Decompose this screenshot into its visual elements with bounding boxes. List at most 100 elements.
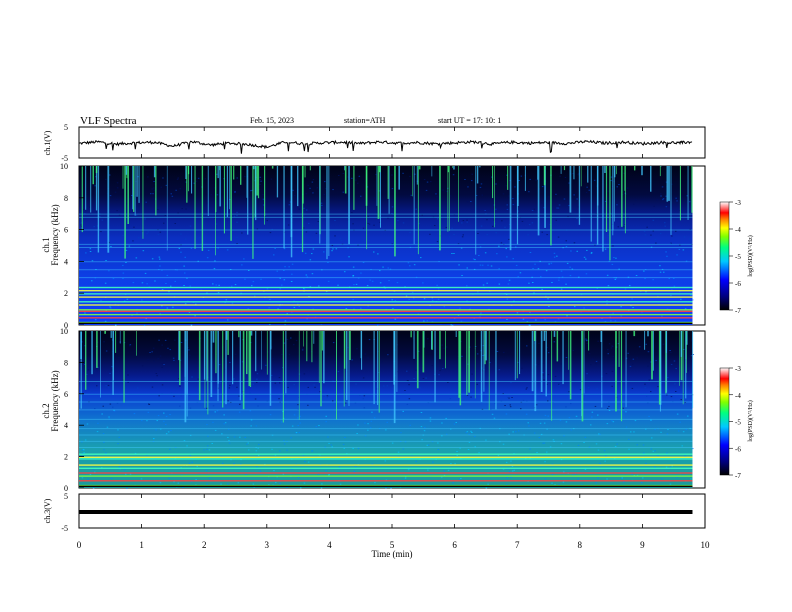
speckle xyxy=(402,479,405,481)
speckle xyxy=(236,211,238,213)
speckle xyxy=(685,428,687,430)
speckle xyxy=(624,288,627,290)
sferic-streak xyxy=(215,166,217,213)
speckle xyxy=(313,384,315,386)
speckle xyxy=(404,441,407,443)
frequency-band xyxy=(79,243,693,245)
speckle xyxy=(385,429,387,431)
sferic-streak xyxy=(222,331,224,408)
speckle xyxy=(288,353,291,355)
spec2-ytick-label: 6 xyxy=(64,390,68,399)
start-time-label: start UT = 17: 10: 1 xyxy=(438,116,501,125)
frequency-band xyxy=(79,313,693,316)
speckle xyxy=(180,342,183,343)
speckle xyxy=(229,384,231,386)
speckle xyxy=(479,316,481,318)
sferic-streak xyxy=(201,166,204,251)
speckle xyxy=(251,189,253,191)
speckle xyxy=(413,264,416,266)
speckle xyxy=(154,280,156,282)
speckle xyxy=(675,368,677,370)
speckle xyxy=(141,299,143,301)
speckle xyxy=(685,260,688,262)
speckle xyxy=(638,346,641,348)
speckle xyxy=(111,366,113,368)
frequency-band xyxy=(79,428,693,430)
speckle xyxy=(532,282,534,283)
frequency-band xyxy=(79,216,693,218)
speckle xyxy=(227,483,229,485)
sferic-streak xyxy=(660,166,662,167)
speckle xyxy=(206,400,208,402)
speckle xyxy=(163,412,165,414)
speckle xyxy=(590,252,593,254)
speckle xyxy=(421,214,423,216)
speckle xyxy=(459,478,461,480)
frequency-band xyxy=(79,480,693,482)
speckle xyxy=(176,178,179,180)
speckle xyxy=(543,422,546,424)
speckle xyxy=(350,390,353,392)
speckle xyxy=(474,346,477,347)
speckle xyxy=(197,260,199,262)
speckle xyxy=(306,276,309,278)
speckle xyxy=(496,253,498,255)
speckle xyxy=(174,223,176,224)
speckle xyxy=(517,276,519,278)
speckle xyxy=(660,193,662,195)
sferic-streak xyxy=(658,331,661,405)
speckle xyxy=(505,413,508,415)
sferic-streak xyxy=(377,166,380,219)
sferic-streak xyxy=(588,331,590,351)
speckle xyxy=(344,437,346,438)
sferic-streak xyxy=(255,166,257,221)
speckle xyxy=(607,190,609,192)
speckle xyxy=(177,212,179,214)
speckle xyxy=(243,258,245,260)
speckle xyxy=(102,405,104,407)
speckle xyxy=(273,470,275,472)
speckle xyxy=(634,420,637,422)
speckle xyxy=(231,285,233,287)
speckle xyxy=(529,178,531,180)
speckle xyxy=(302,227,305,229)
speckle xyxy=(105,260,107,261)
sferic-streak xyxy=(612,166,614,231)
sferic-streak xyxy=(81,166,83,233)
speckle xyxy=(189,225,192,227)
speckle xyxy=(157,233,160,235)
speckle xyxy=(135,257,138,259)
speckle xyxy=(612,245,614,247)
speckle xyxy=(407,469,410,471)
speckle xyxy=(175,189,177,191)
speckle xyxy=(328,442,330,444)
sferic-streak xyxy=(453,166,455,170)
speckle xyxy=(562,481,565,483)
speckle xyxy=(228,387,231,389)
speckle xyxy=(232,379,234,381)
speckle xyxy=(111,369,113,371)
speckle xyxy=(522,318,525,320)
speckle xyxy=(125,262,127,263)
speckle xyxy=(676,476,678,478)
speckle xyxy=(332,189,334,191)
speckle xyxy=(144,242,146,244)
speckle xyxy=(141,282,144,284)
speckle xyxy=(252,383,255,385)
speckle xyxy=(191,376,193,378)
speckle xyxy=(206,483,208,485)
speckle xyxy=(184,238,187,240)
speckle xyxy=(373,224,375,226)
speckle xyxy=(478,452,480,454)
frequency-band xyxy=(79,286,693,289)
speckle xyxy=(689,238,691,240)
speckle xyxy=(307,404,309,406)
speckle xyxy=(423,179,426,180)
speckle xyxy=(362,262,365,263)
speckle xyxy=(675,197,677,199)
speckle xyxy=(129,198,131,200)
speckle xyxy=(595,482,597,484)
speckle xyxy=(354,465,357,467)
speckle xyxy=(427,402,430,404)
sferic-streak xyxy=(679,166,681,221)
